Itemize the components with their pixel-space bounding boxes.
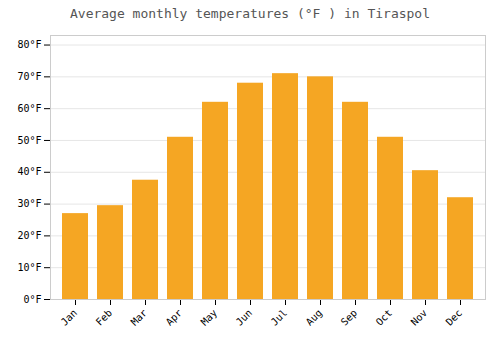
svg-text:0°F: 0°F xyxy=(23,294,41,305)
svg-text:Oct: Oct xyxy=(374,307,395,328)
svg-text:Jan: Jan xyxy=(59,307,80,328)
svg-text:Dec: Dec xyxy=(444,307,465,328)
svg-text:70°F: 70°F xyxy=(17,71,41,82)
svg-text:Mar: Mar xyxy=(129,307,150,328)
svg-text:Jun: Jun xyxy=(234,307,255,328)
svg-text:20°F: 20°F xyxy=(17,230,41,241)
svg-text:May: May xyxy=(199,307,220,328)
svg-text:80°F: 80°F xyxy=(17,39,41,50)
svg-text:60°F: 60°F xyxy=(17,103,41,114)
svg-text:Nov: Nov xyxy=(409,307,430,328)
svg-text:40°F: 40°F xyxy=(17,166,41,177)
svg-text:Sep: Sep xyxy=(339,307,360,328)
html-text:Average monthly temperatures (: Average monthly temperatures (°F ) in Ti… xyxy=(70,6,430,21)
svg-text:50°F: 50°F xyxy=(17,135,41,146)
svg-text:10°F: 10°F xyxy=(17,262,41,273)
svg-text:Feb: Feb xyxy=(94,307,115,328)
svg-text:Jul: Jul xyxy=(269,307,290,328)
svg-text:30°F: 30°F xyxy=(17,198,41,209)
svg-text:Apr: Apr xyxy=(164,307,185,328)
svg-text:Aug: Aug xyxy=(304,307,325,328)
